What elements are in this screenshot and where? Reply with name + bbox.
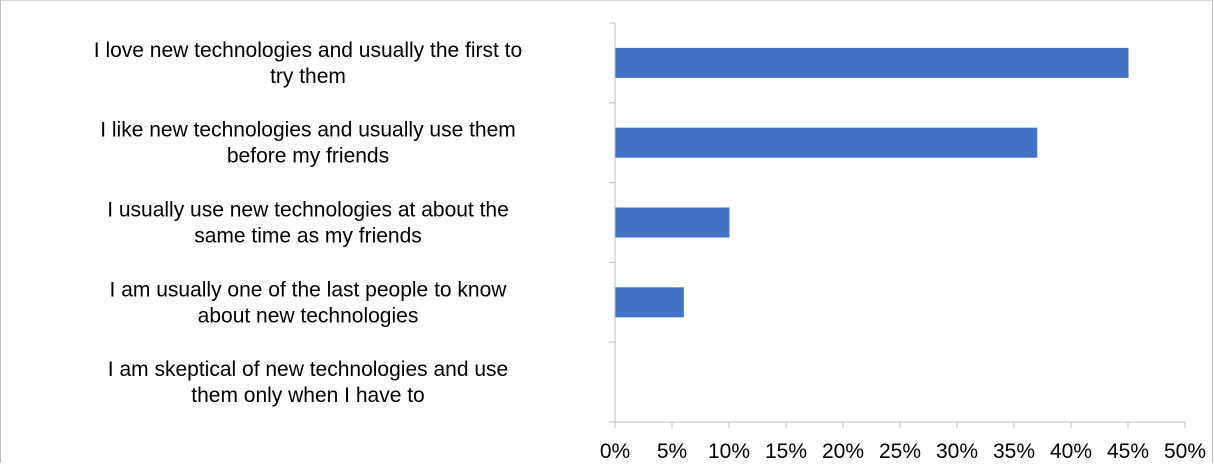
category-label-line: I like new technologies and usually use …	[100, 119, 516, 142]
x-tick-label: 30%	[936, 440, 978, 463]
x-tick-label: 35%	[993, 440, 1035, 463]
x-tick-label: 20%	[822, 440, 864, 463]
category-label-line: I am usually one of the last people to k…	[110, 278, 508, 301]
x-tick-label: 40%	[1050, 440, 1092, 463]
category-label-layer: I love new technologies and usually the …	[94, 39, 522, 407]
category-label-line: I love new technologies and usually the …	[94, 39, 522, 62]
bar	[615, 47, 1129, 78]
category-label: I like new technologies and usually use …	[100, 119, 516, 168]
category-label-line: them only when I have to	[191, 384, 424, 407]
x-tick-label: 5%	[657, 440, 687, 463]
bar-layer	[615, 47, 1129, 318]
x-tick-label: 10%	[708, 440, 750, 463]
category-label-line: I am skeptical of new technologies and u…	[108, 358, 508, 381]
bar	[615, 287, 684, 318]
category-label-line: try them	[270, 65, 346, 88]
category-label-line: same time as my friends	[194, 225, 422, 248]
category-label-line: before my friends	[227, 145, 389, 168]
category-label: I usually use new technologies at about …	[107, 199, 509, 248]
bar	[615, 207, 730, 238]
tick-label-layer: 0% 5% 10% 15% 20% 25% 30% 35% 40% 45% 50%	[600, 440, 1206, 463]
x-tick-label: 15%	[765, 440, 807, 463]
x-tick-label: 45%	[1107, 440, 1149, 463]
category-label-line: I usually use new technologies at about …	[107, 199, 509, 222]
x-tick-label: 0%	[600, 440, 630, 463]
bar	[615, 127, 1038, 158]
x-tick-label: 50%	[1164, 440, 1206, 463]
category-label: I am skeptical of new technologies and u…	[108, 358, 508, 407]
category-label: I love new technologies and usually the …	[94, 39, 522, 88]
category-label-line: about new technologies	[198, 304, 419, 327]
axis-layer	[609, 22, 1186, 428]
category-label: I am usually one of the last people to k…	[110, 278, 508, 327]
x-tick-label: 25%	[879, 440, 921, 463]
